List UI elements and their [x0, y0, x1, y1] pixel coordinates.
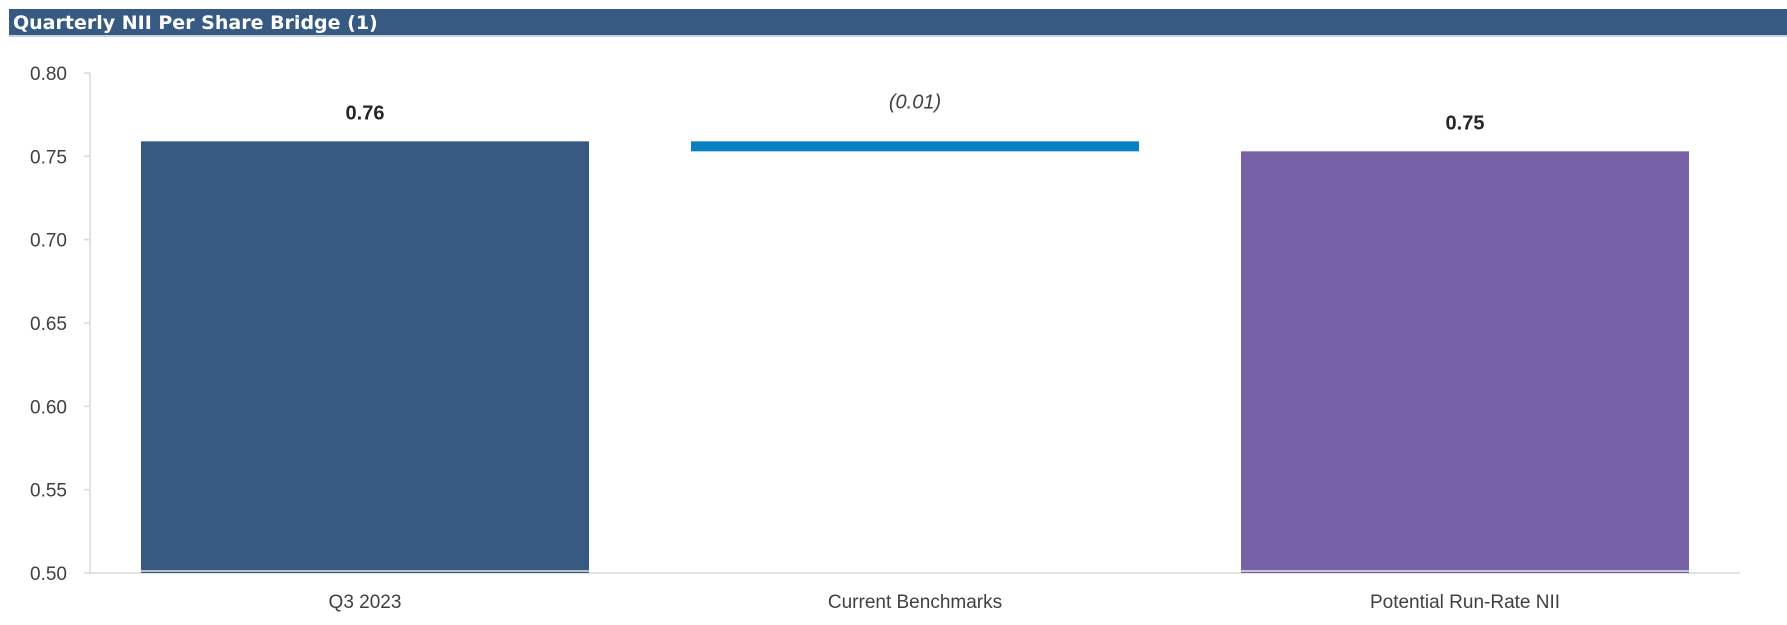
chart-bars	[141, 141, 1689, 574]
data-label: 0.76	[346, 102, 385, 124]
chart-title: Quarterly NII Per Share Bridge (1)	[13, 12, 378, 34]
y-tick-label: 0.75	[30, 147, 67, 168]
y-tick-label: 0.50	[30, 564, 67, 585]
data-label: 0.75	[1446, 112, 1485, 134]
x-category-label: Potential Run-Rate NII	[1370, 592, 1560, 613]
chart-labels: 0.76 Q3 2023 (0.01) Current Benchmarks 0.75 P…	[329, 91, 1561, 613]
y-tick-label: 0.60	[30, 397, 67, 418]
y-tick-label: 0.70	[30, 231, 67, 252]
x-category-label: Current Benchmarks	[828, 592, 1002, 613]
bar-potential-run-rate-nii	[1241, 151, 1689, 574]
x-category-label: Q3 2023	[329, 592, 402, 613]
chart-title-bar: Quarterly NII Per Share Bridge (1)	[9, 9, 1787, 37]
y-tick-label: 0.65	[30, 314, 67, 335]
bar-current-benchmarks	[691, 141, 1139, 152]
bar-q3-2023	[141, 141, 589, 574]
data-label: (0.01)	[889, 91, 941, 113]
y-tick-label: 0.55	[30, 481, 67, 502]
y-tick-label: 0.80	[30, 64, 67, 85]
